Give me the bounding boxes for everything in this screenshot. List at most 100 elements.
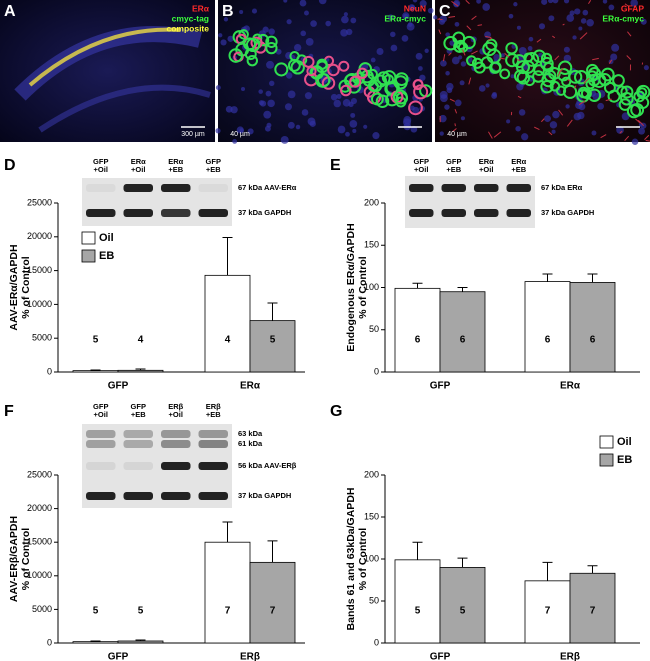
error-bar <box>457 287 468 292</box>
nucleus <box>538 23 546 30</box>
nucleus <box>376 47 384 55</box>
n-label: 6 <box>590 335 596 346</box>
band-label: 63 kDa <box>238 429 263 438</box>
astrocyte <box>448 52 452 56</box>
cell <box>516 71 531 85</box>
nucleus <box>418 66 423 71</box>
astrocyte <box>477 24 483 26</box>
nucleus <box>251 8 258 14</box>
lane-label: +EB <box>511 165 526 174</box>
nucleus <box>444 104 450 110</box>
band-label: 67 kDa AAV-ERα <box>238 183 297 192</box>
bar <box>72 641 119 644</box>
nucleus <box>439 15 448 23</box>
astrocyte <box>449 98 456 102</box>
tissue-arc <box>38 84 211 133</box>
n-label: 5 <box>93 335 99 346</box>
nucleus <box>611 43 620 52</box>
astrocyte <box>454 123 456 127</box>
nucleus <box>566 14 575 22</box>
panel-label: A <box>4 3 16 20</box>
nucleus <box>453 1 460 8</box>
nucleus <box>440 59 447 67</box>
nucleus <box>551 129 556 134</box>
cell <box>340 84 352 97</box>
y-tick-label: 50 <box>369 324 379 334</box>
nucleus <box>547 0 554 4</box>
nucleus <box>638 127 645 135</box>
nucleus <box>218 33 223 38</box>
band-label: 37 kDa GAPDH <box>238 208 291 217</box>
lane-label: GFP <box>93 157 108 166</box>
lane-label: GFP <box>414 157 429 166</box>
legend-label: Oil <box>617 436 632 448</box>
panel-label: E <box>330 157 341 174</box>
cell <box>618 98 632 111</box>
nucleus <box>485 83 490 88</box>
nucleus <box>401 35 409 42</box>
scale-label: 40 µm <box>230 131 250 138</box>
nucleus <box>275 48 282 55</box>
nucleus <box>602 0 608 4</box>
astrocyte <box>626 55 632 60</box>
blot-band <box>409 184 434 192</box>
nucleus <box>227 35 234 42</box>
astrocyte <box>452 128 457 133</box>
cell <box>482 41 497 57</box>
nucleus <box>258 100 264 106</box>
nucleus <box>449 40 455 46</box>
y-tick-label: 0 <box>374 366 379 376</box>
nucleus <box>370 57 376 63</box>
legend-swatch <box>81 249 96 263</box>
nucleus <box>412 94 419 102</box>
blot-band <box>161 440 191 448</box>
x-tick-label: ERα <box>240 381 261 392</box>
cell <box>373 74 388 88</box>
blot-image <box>82 178 232 226</box>
nucleus <box>521 133 529 141</box>
y-axis-label: % of Control <box>357 528 369 590</box>
y-tick-label: 20000 <box>27 503 52 513</box>
cell <box>453 40 466 53</box>
lane-label: GFP <box>93 402 108 411</box>
blot-band <box>409 209 434 217</box>
astrocyte <box>454 109 458 114</box>
nucleus <box>460 61 467 67</box>
nucleus <box>459 80 465 86</box>
blot-band <box>198 430 228 438</box>
bar <box>394 559 441 644</box>
nucleus <box>439 114 447 123</box>
nucleus <box>318 0 327 5</box>
bar <box>394 287 441 373</box>
cell <box>412 79 424 91</box>
nucleus <box>223 17 229 22</box>
charts: D0500010000150002000025000AAV-ERα/GAPDH%… <box>4 157 640 661</box>
error-bar <box>587 273 598 283</box>
lane-label: GFP <box>131 402 146 411</box>
nucleus <box>286 19 292 25</box>
nucleus <box>640 18 647 25</box>
cell <box>587 88 602 103</box>
blot-band <box>198 462 228 470</box>
nucleus <box>597 102 605 110</box>
astrocyte <box>644 134 650 140</box>
lane-label: +Oil <box>479 165 493 174</box>
nucleus <box>544 115 551 123</box>
nucleus <box>424 48 429 53</box>
lane-label: +EB <box>168 165 183 174</box>
nucleus <box>299 0 307 7</box>
astrocyte <box>451 0 459 7</box>
blot-band <box>123 492 153 500</box>
cell <box>532 49 546 63</box>
nucleus <box>268 28 275 35</box>
nucleus <box>563 54 572 63</box>
astrocyte <box>579 32 588 40</box>
nucleus <box>506 119 511 124</box>
cell <box>598 73 612 86</box>
bar <box>524 580 571 644</box>
nucleus <box>333 99 342 108</box>
x-tick-label: GFP <box>108 652 129 661</box>
cell <box>443 35 458 51</box>
lane-label: ERα <box>131 157 146 166</box>
chart: G 0 50 100 150 200 Bands 61 and 63kDa/GAPDH% o… <box>330 403 640 661</box>
